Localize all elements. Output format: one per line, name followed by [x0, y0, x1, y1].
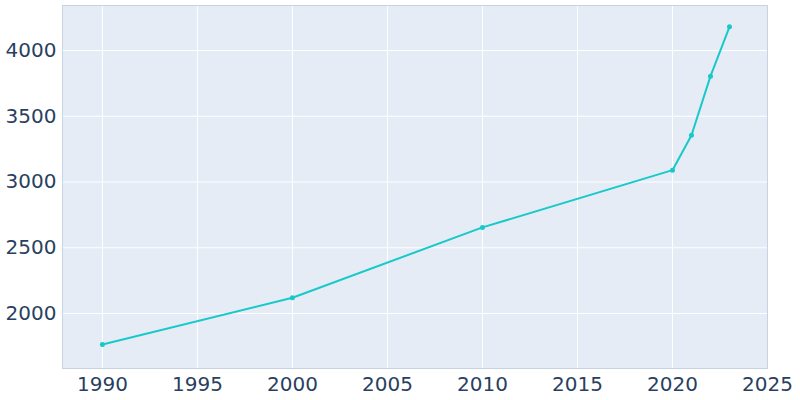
svg-text:2015: 2015 — [552, 372, 603, 396]
svg-text:4000: 4000 — [6, 38, 57, 62]
svg-text:3500: 3500 — [6, 104, 57, 128]
svg-text:2005: 2005 — [362, 372, 413, 396]
svg-text:2025: 2025 — [742, 372, 793, 396]
svg-text:2000: 2000 — [6, 301, 57, 325]
svg-text:1995: 1995 — [172, 372, 223, 396]
svg-text:3000: 3000 — [6, 169, 57, 193]
svg-text:1990: 1990 — [77, 372, 128, 396]
svg-text:2020: 2020 — [647, 372, 698, 396]
svg-text:2000: 2000 — [267, 372, 318, 396]
svg-text:2500: 2500 — [6, 235, 57, 259]
svg-text:2010: 2010 — [457, 372, 508, 396]
